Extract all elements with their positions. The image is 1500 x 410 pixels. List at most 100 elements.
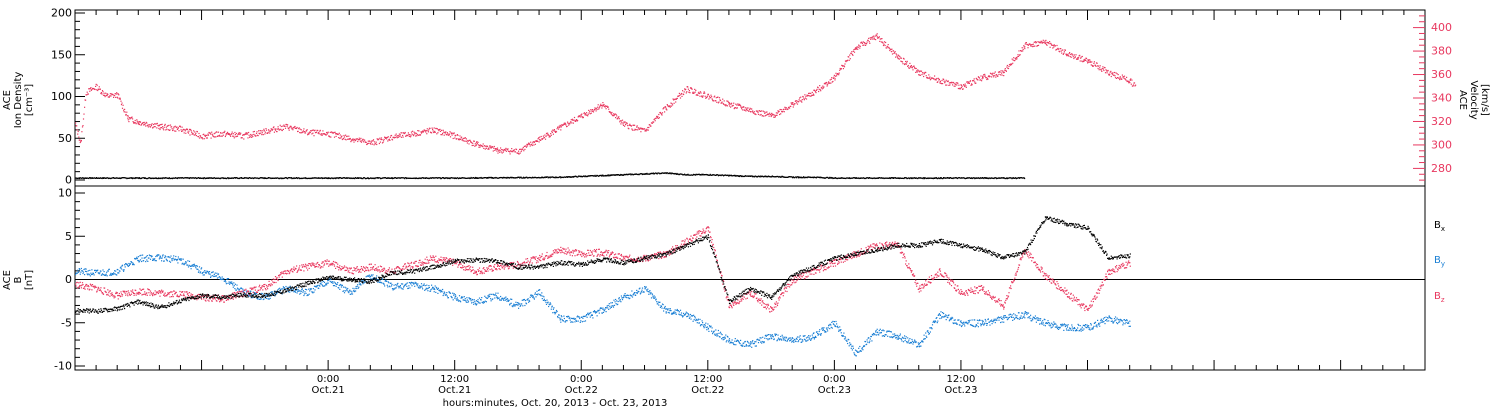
- velocity-series-point: [437, 132, 439, 134]
- velocity-series-point: [928, 74, 930, 76]
- ion-density-series-point: [108, 177, 110, 179]
- by-series-point: [505, 298, 507, 300]
- ion-density-series-point: [289, 177, 291, 179]
- velocity-series-point: [399, 136, 401, 138]
- by-series-point: [288, 291, 290, 293]
- by-series-point: [336, 283, 338, 285]
- velocity-series-point: [867, 39, 869, 42]
- ion-density-series-point: [264, 177, 266, 179]
- by-series-point: [534, 292, 536, 294]
- velocity-series-point: [874, 35, 876, 37]
- by-series-point: [204, 271, 206, 273]
- velocity-series-point: [312, 129, 314, 131]
- velocity-series-point: [1115, 72, 1117, 74]
- velocity-series-point: [457, 134, 459, 136]
- velocity-series-point: [420, 132, 423, 134]
- velocity-series-point: [460, 138, 462, 140]
- velocity-series-point: [1055, 48, 1058, 51]
- velocity-series-point: [784, 106, 786, 108]
- by-series-point: [663, 307, 665, 310]
- velocity-series-point: [665, 108, 667, 110]
- velocity-series-point: [587, 115, 589, 117]
- velocity-series-point: [451, 133, 453, 135]
- velocity-series-point: [593, 109, 595, 111]
- by-series-point: [620, 295, 622, 297]
- velocity-series-point: [206, 134, 208, 137]
- velocity-series-point: [674, 98, 676, 100]
- by-series-point: [169, 261, 172, 263]
- velocity-series-point: [843, 65, 845, 67]
- ion-density-series-point: [291, 178, 293, 180]
- velocity-series-point: [805, 95, 807, 97]
- by-series-point: [252, 297, 254, 299]
- by-series-point: [602, 307, 604, 309]
- velocity-series-point: [103, 92, 105, 94]
- by-series-point: [692, 320, 694, 322]
- by-series-point: [296, 287, 298, 289]
- velocity-series-point: [431, 127, 433, 129]
- by-series-point: [92, 272, 95, 275]
- velocity-series-point: [349, 137, 351, 140]
- ion-density-series-point: [95, 177, 97, 179]
- velocity-series-point: [219, 135, 221, 137]
- by-series-point: [680, 314, 682, 316]
- ion-density-series-point: [798, 176, 800, 178]
- ion-density-series-point: [85, 177, 87, 179]
- velocity-series-point: [271, 128, 273, 130]
- velocity-series-point: [175, 130, 177, 132]
- velocity-series-point: [96, 89, 98, 91]
- velocity-series-point: [95, 85, 97, 87]
- by-series-point: [597, 310, 599, 312]
- by-series-point: [537, 293, 539, 295]
- velocity-series-point: [765, 114, 767, 116]
- velocity-series-point: [214, 136, 216, 138]
- velocity-series-point: [1113, 71, 1116, 74]
- ion-density-series-point: [211, 177, 213, 179]
- velocity-series-point: [763, 115, 765, 117]
- ion-density-series-point: [771, 176, 773, 178]
- by-series-point: [486, 297, 489, 299]
- by-series-point: [296, 292, 298, 294]
- velocity-series-point: [564, 123, 566, 125]
- velocity-series-point: [897, 57, 899, 59]
- velocity-series-point: [986, 78, 988, 81]
- by-series-point: [314, 289, 316, 291]
- velocity-series-point: [554, 130, 556, 132]
- ion-density-series-point: [542, 177, 544, 179]
- velocity-series-point: [563, 122, 565, 124]
- ion-density-series-point: [490, 177, 492, 179]
- ion-density-series-point: [571, 176, 573, 178]
- velocity-series-point: [615, 117, 617, 119]
- by-series-point: [265, 294, 267, 296]
- by-series-point: [478, 302, 480, 304]
- by-series-point: [470, 298, 472, 300]
- velocity-series-point: [77, 130, 79, 133]
- velocity-series-point: [267, 132, 269, 134]
- ion-density-series-point: [202, 178, 204, 180]
- velocity-series-point: [832, 80, 834, 83]
- by-series-point: [643, 291, 645, 293]
- velocity-series-point: [603, 103, 605, 106]
- ion-density-series-point: [181, 177, 184, 179]
- ion-density-series-point: [648, 173, 650, 175]
- velocity-series-point: [808, 92, 810, 94]
- velocity-series-point: [755, 113, 757, 116]
- by-series-point: [201, 272, 203, 274]
- velocity-series-point: [239, 132, 241, 134]
- velocity-series-point: [719, 99, 722, 102]
- ion-density-series-point: [448, 177, 450, 179]
- by-series-point: [611, 302, 613, 304]
- ion-density-series-point: [280, 177, 282, 179]
- x-tick-time-label: 0:00: [570, 374, 592, 385]
- ion-density-series-point: [242, 177, 244, 179]
- velocity-series-point: [523, 150, 525, 152]
- ion-density-series-point: [370, 177, 372, 179]
- velocity-series-point: [146, 122, 148, 124]
- velocity-series-point: [171, 126, 173, 128]
- by-series-point: [578, 316, 580, 318]
- ion-density-series-point: [940, 177, 942, 179]
- by-series-point: [490, 300, 492, 302]
- velocity-series-point: [100, 92, 102, 95]
- by-series-point: [582, 317, 584, 319]
- by-series-point: [164, 257, 166, 259]
